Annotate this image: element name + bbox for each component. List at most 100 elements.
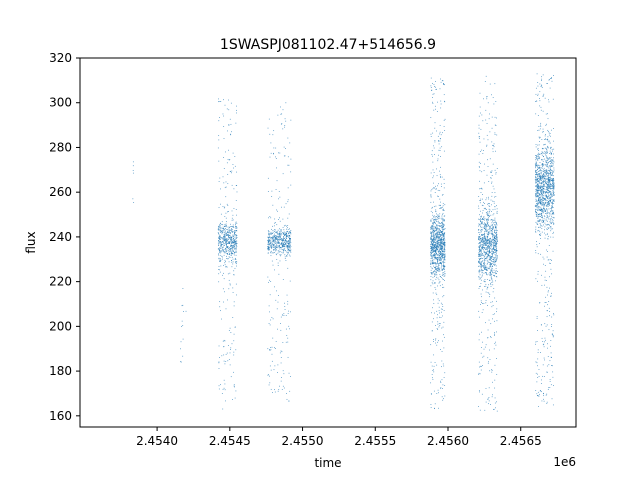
data-point — [546, 181, 548, 183]
data-point — [434, 268, 436, 270]
data-point — [493, 240, 495, 242]
data-point — [441, 222, 443, 224]
data-point — [221, 355, 223, 357]
data-point — [274, 365, 276, 367]
data-point — [483, 244, 485, 246]
data-point — [496, 237, 498, 239]
data-point — [550, 201, 552, 203]
data-point — [491, 396, 493, 398]
data-point — [433, 236, 435, 238]
data-point — [220, 236, 222, 238]
data-point — [548, 329, 550, 331]
data-point — [537, 152, 539, 154]
data-point — [440, 176, 441, 178]
data-point — [235, 248, 237, 250]
data-point — [487, 292, 489, 293]
data-point — [219, 250, 221, 252]
data-point — [433, 273, 435, 275]
data-point — [545, 280, 547, 281]
data-point — [540, 183, 542, 185]
data-point — [491, 273, 493, 275]
data-point — [443, 251, 445, 252]
data-point — [479, 274, 481, 276]
data-point — [439, 259, 441, 260]
data-point — [439, 274, 441, 276]
data-point — [546, 211, 548, 213]
data-point — [493, 248, 495, 250]
data-point — [537, 190, 539, 192]
data-point — [488, 181, 490, 182]
data-point — [437, 256, 439, 258]
data-point — [440, 223, 441, 225]
data-point — [228, 109, 230, 111]
data-point — [495, 245, 497, 246]
data-point — [286, 241, 288, 243]
data-point — [181, 305, 183, 307]
data-point — [484, 258, 485, 260]
data-point — [218, 181, 220, 182]
data-point — [478, 406, 480, 407]
data-point — [268, 239, 269, 241]
data-point — [540, 125, 542, 127]
data-point — [275, 238, 277, 240]
data-point — [540, 190, 542, 192]
data-point — [549, 226, 551, 227]
data-point — [440, 175, 442, 177]
data-point — [434, 234, 436, 236]
data-point — [228, 226, 230, 228]
data-point — [490, 266, 491, 268]
data-point — [285, 234, 287, 236]
data-point — [437, 254, 439, 255]
data-point — [438, 233, 440, 235]
data-point — [439, 316, 441, 318]
data-point — [437, 189, 439, 191]
data-point — [488, 387, 490, 389]
data-point — [539, 302, 540, 304]
data-point — [287, 225, 289, 226]
data-point — [539, 223, 541, 224]
data-point — [495, 254, 497, 256]
data-point — [430, 253, 432, 255]
data-point — [431, 377, 433, 379]
data-point — [552, 171, 554, 173]
data-point — [547, 186, 549, 188]
data-point — [478, 132, 480, 134]
data-point — [535, 195, 537, 197]
data-point — [236, 245, 238, 247]
data-point — [280, 113, 282, 115]
data-point — [543, 197, 545, 199]
data-point — [543, 220, 544, 222]
data-point — [544, 279, 546, 281]
data-point — [538, 198, 539, 200]
data-point — [288, 246, 290, 248]
data-point — [496, 308, 498, 310]
data-point — [430, 89, 432, 91]
data-point — [434, 256, 436, 257]
data-point — [495, 101, 497, 102]
data-point — [485, 252, 487, 254]
data-point — [431, 154, 433, 155]
data-point — [536, 179, 538, 180]
data-point — [443, 247, 445, 249]
data-point — [280, 231, 282, 233]
data-point — [496, 232, 497, 234]
data-point — [495, 300, 497, 302]
data-point — [271, 246, 273, 248]
data-point — [489, 238, 491, 240]
data-point — [441, 267, 442, 269]
data-point — [224, 264, 226, 266]
data-point — [492, 259, 494, 260]
data-point — [439, 323, 441, 325]
data-point — [232, 152, 234, 154]
data-point — [430, 85, 432, 87]
data-point — [437, 266, 439, 268]
data-point — [542, 219, 544, 221]
data-point — [535, 161, 537, 163]
data-point — [495, 265, 497, 267]
data-point — [494, 379, 496, 381]
data-point — [537, 156, 539, 157]
data-point — [535, 190, 537, 192]
data-point — [220, 213, 222, 215]
data-point — [440, 248, 441, 250]
data-point — [540, 191, 541, 193]
